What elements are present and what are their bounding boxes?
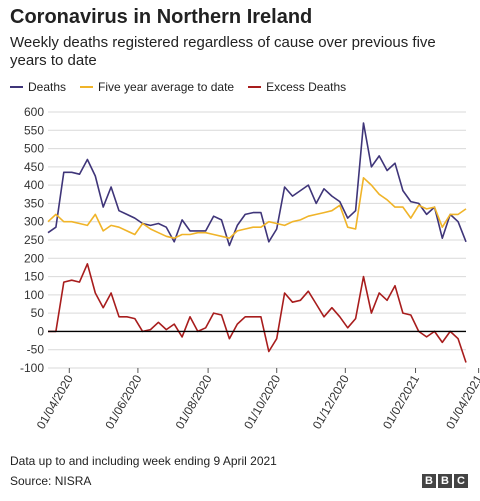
bbc-logo-letter: B (422, 474, 436, 488)
y-tick-label: 450 (24, 160, 44, 174)
y-tick-label: 0 (37, 324, 44, 338)
y-tick-label: 50 (31, 306, 45, 320)
y-tick-label: 300 (24, 215, 44, 229)
legend-swatch-excess (248, 86, 262, 88)
line-chart: 600550500450400350300250200150100500-50-… (20, 105, 480, 432)
y-tick-label: 350 (24, 196, 44, 210)
legend-item-average: Five year average to date (80, 80, 234, 94)
x-tick-label: 01/04/2020 (34, 372, 76, 431)
y-tick-label: 600 (24, 105, 44, 119)
y-tick-label: 250 (24, 233, 44, 247)
legend-item-excess: Excess Deaths (248, 80, 346, 94)
x-tick-label: 01/04/2021 (443, 372, 480, 431)
y-tick-label: 200 (24, 251, 44, 265)
bbc-logo-letter: B (438, 474, 452, 488)
y-tick-label: 100 (24, 288, 44, 302)
source-note: Source: NISRA (10, 474, 92, 488)
series-line-deaths (47, 122, 467, 247)
bbc-logo: B B C (422, 474, 468, 488)
legend-item-deaths: Deaths (10, 80, 66, 94)
y-tick-label: -100 (20, 361, 44, 375)
series-line-average (47, 177, 467, 239)
x-tick-label: 01/12/2020 (310, 372, 352, 431)
legend-label-average: Five year average to date (98, 80, 235, 94)
footnote: Data up to and including week ending 9 A… (10, 454, 277, 468)
y-tick-label: 400 (24, 178, 44, 192)
y-tick-label: 150 (24, 270, 44, 284)
chart-title: Coronavirus in Northern Ireland (10, 6, 313, 28)
legend-label-deaths: Deaths (28, 80, 67, 94)
y-tick-label: 500 (24, 142, 44, 156)
x-tick-label: 01/10/2020 (241, 372, 283, 431)
y-tick-label: 550 (24, 123, 44, 137)
x-tick-label: 01/02/2021 (380, 372, 422, 431)
legend-label-excess: Excess Deaths (266, 80, 347, 94)
legend-swatch-average (80, 86, 94, 88)
x-tick-label: 01/06/2020 (102, 372, 144, 431)
x-tick-label: 01/08/2020 (173, 372, 215, 431)
y-tick-label: -50 (27, 343, 45, 357)
legend: Deaths Five year average to date Excess … (10, 80, 360, 94)
legend-swatch-deaths (10, 86, 23, 88)
chart-subtitle: Weekly deaths registered regardless of c… (10, 34, 436, 69)
series-line-excess (48, 263, 467, 363)
bbc-logo-letter: C (454, 474, 468, 488)
